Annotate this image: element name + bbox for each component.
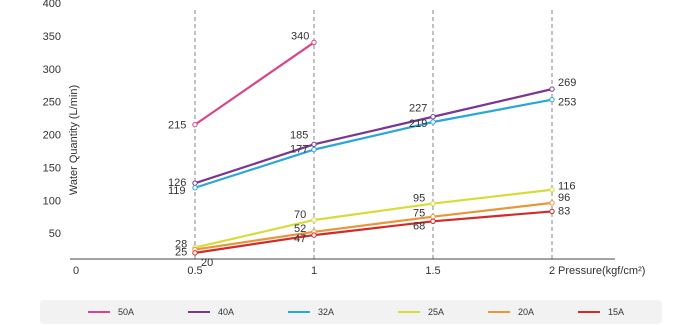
data-point-20A: [430, 213, 436, 220]
legend-label-20A: 20A: [518, 307, 534, 317]
y-tick-labels: 50 100 150 200 250 300 350 400: [43, 0, 61, 240]
legend-background: [40, 300, 662, 324]
x-tick-label: 0.5: [187, 265, 202, 277]
data-point-32A: [311, 146, 317, 153]
data-label-20A: 96: [558, 192, 570, 204]
series-line-20A: [194, 201, 553, 251]
data-point-25A: [549, 187, 555, 193]
data-label-25A: 95: [413, 193, 425, 205]
series-line-50A: [194, 41, 315, 126]
data-label-20A: 75: [413, 208, 425, 220]
series-line-15A: [194, 210, 553, 254]
data-point-15A: [192, 250, 198, 256]
vertical-gridlines: [194, 10, 553, 259]
y-tick-label: 150: [43, 162, 61, 174]
data-label-15A: 83: [558, 205, 570, 217]
y-tick-label: 400: [43, 0, 61, 10]
data-labels: 215 340 126 185 227 269 119 177 219 253 28 70 95 116 2…: [168, 30, 576, 268]
data-point-32A: [549, 96, 555, 103]
data-label-15A: 47: [294, 233, 306, 245]
data-point-50A: [192, 121, 198, 128]
legend-label-40A: 40A: [218, 307, 234, 317]
y-tick-label: 300: [43, 64, 61, 76]
data-label-50A: 215: [168, 120, 186, 132]
data-label-15A: 20: [201, 257, 213, 269]
legend: 50A 40A 32A 25A 20A 15A: [88, 307, 624, 317]
y-tick-label: 350: [43, 31, 61, 43]
series-line-32A: [194, 98, 553, 189]
data-label-25A: 70: [294, 209, 306, 221]
data-point-32A: [430, 119, 436, 125]
x-tick-label: 2: [549, 265, 555, 277]
legend-label-50A: 50A: [118, 307, 134, 317]
data-label-40A: 185: [290, 129, 308, 141]
data-label-25A: 28: [175, 239, 187, 251]
data-label-40A: 126: [168, 177, 186, 189]
data-point-15A: [430, 218, 436, 224]
series-line-40A: [194, 88, 553, 185]
series-line-25A: [194, 188, 553, 249]
x-tick-label: 1.5: [425, 265, 440, 277]
data-point-25A: [430, 200, 436, 207]
data-point-50A: [311, 39, 317, 46]
series-lines: [194, 41, 553, 254]
data-label-25A: 116: [558, 181, 576, 193]
data-label-32A: 177: [290, 144, 308, 156]
y-tick-label: 50: [49, 228, 61, 240]
data-point-40A: [311, 141, 317, 148]
x-axis-title: Pressure(kgf/cm²): [558, 265, 645, 277]
data-point-40A: [192, 180, 198, 186]
legend-label-25A: 25A: [428, 307, 444, 317]
data-point-20A: [549, 200, 555, 206]
x-tick-label: 0: [73, 265, 79, 277]
data-point-15A: [311, 232, 317, 238]
data-label-40A: 227: [409, 103, 427, 115]
y-axis-title: Water Quantity (L/min): [68, 85, 80, 195]
data-label-32A: 253: [558, 97, 576, 109]
series-points: [192, 39, 555, 256]
data-point-40A: [430, 114, 436, 120]
data-point-15A: [549, 208, 555, 215]
data-point-40A: [549, 86, 555, 92]
data-point-25A: [311, 217, 317, 223]
data-label-50A: 340: [291, 30, 309, 42]
x-tick-label: 1: [311, 265, 317, 277]
y-tick-label: 200: [43, 130, 61, 142]
legend-label-32A: 32A: [318, 307, 334, 317]
data-label-40A: 269: [558, 77, 576, 89]
legend-label-15A: 15A: [608, 307, 624, 317]
y-tick-label: 100: [43, 195, 61, 207]
data-point-32A: [192, 185, 198, 191]
data-label-20A: 25: [175, 247, 187, 259]
data-label-15A: 68: [413, 220, 425, 232]
y-tick-label: 250: [43, 97, 61, 109]
data-label-32A: 219: [409, 118, 427, 130]
data-label-32A: 119: [168, 185, 186, 197]
x-tick-labels: 0 0.5 1 1.5 2: [73, 265, 555, 277]
data-label-20A: 52: [294, 223, 306, 235]
